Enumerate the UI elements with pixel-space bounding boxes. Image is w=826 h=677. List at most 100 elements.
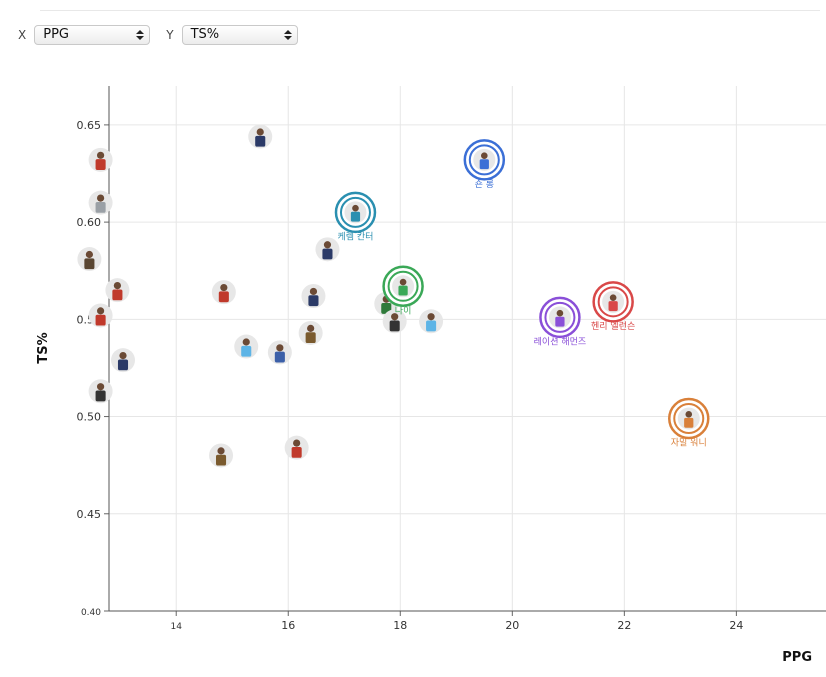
avatar-head bbox=[427, 313, 435, 321]
avatar-jersey bbox=[95, 390, 106, 402]
highlighted-player-point[interactable]: 레이션 해먼즈 bbox=[534, 296, 587, 348]
player-point[interactable] bbox=[88, 379, 113, 404]
player-point[interactable] bbox=[284, 435, 309, 460]
avatar-head bbox=[96, 151, 105, 159]
avatar-jersey bbox=[215, 454, 227, 466]
y-axis-title: TS% bbox=[36, 332, 51, 363]
avatar-head bbox=[556, 309, 564, 317]
player-name-label: 자밀 워니 bbox=[671, 437, 707, 449]
avatar-head bbox=[307, 324, 315, 332]
avatar-jersey bbox=[608, 301, 618, 312]
avatar-head bbox=[217, 447, 225, 455]
player-name-label: 케렘 칸터 bbox=[337, 230, 373, 242]
y-tick-label: 0.60 bbox=[77, 216, 102, 229]
avatar-jersey bbox=[218, 291, 229, 303]
axes: 14 16 18 20 22 240.400.450.500.550.600.65 bbox=[77, 86, 826, 632]
highlighted-player-point[interactable]: 숀 롱 bbox=[463, 139, 506, 190]
player-point[interactable] bbox=[77, 247, 102, 272]
avatar-head bbox=[609, 294, 617, 301]
player-point[interactable] bbox=[111, 348, 136, 373]
x-tick-label: 18 bbox=[393, 619, 407, 632]
top-divider bbox=[40, 10, 820, 11]
player-name-label: 숀 롱 bbox=[475, 179, 494, 190]
player-point[interactable] bbox=[419, 309, 444, 334]
avatar-jersey bbox=[255, 135, 266, 147]
highlighted-player-point[interactable]: 나이 bbox=[382, 265, 424, 317]
avatar-jersey bbox=[350, 211, 361, 222]
avatar-jersey bbox=[322, 248, 333, 260]
y-axis-select[interactable]: TS% bbox=[181, 25, 298, 45]
avatar-jersey bbox=[291, 446, 302, 458]
player-name-label: 레이션 해먼즈 bbox=[534, 336, 587, 347]
x-axis-select-value: PPG bbox=[43, 27, 69, 42]
y-tick-label: 0.45 bbox=[77, 508, 102, 521]
avatar-jersey bbox=[308, 295, 319, 307]
avatar-head bbox=[685, 411, 693, 418]
player-name-label: 헨리 엘런슨 bbox=[591, 320, 635, 332]
avatar-head bbox=[220, 283, 228, 292]
avatar-jersey bbox=[274, 351, 285, 363]
avatar-jersey bbox=[426, 320, 437, 332]
x-tick-label: 20 bbox=[505, 619, 519, 632]
avatar-head bbox=[323, 241, 332, 249]
player-point[interactable] bbox=[88, 147, 113, 172]
player-point[interactable] bbox=[315, 237, 340, 262]
player-point[interactable] bbox=[234, 334, 259, 359]
avatar-head bbox=[85, 250, 93, 259]
avatar-head bbox=[96, 383, 105, 391]
player-point[interactable] bbox=[88, 190, 113, 215]
avatar-jersey bbox=[398, 285, 408, 296]
x-axis-select[interactable]: PPG bbox=[34, 25, 151, 45]
axis-controls: X PPG Y TS% bbox=[18, 24, 314, 46]
y-tick-label: 0.50 bbox=[77, 411, 102, 424]
avatar-jersey bbox=[112, 289, 123, 301]
highlighted-player-point[interactable]: 케렘 칸터 bbox=[334, 191, 377, 243]
y-tick-label: 0.40 bbox=[81, 608, 101, 618]
avatar-jersey bbox=[389, 320, 400, 332]
player-point[interactable] bbox=[211, 280, 236, 305]
x-select-arrows-icon bbox=[136, 27, 145, 43]
x-tick-label: 22 bbox=[617, 619, 631, 632]
avatar-head bbox=[293, 439, 301, 447]
y-axis-tag: Y bbox=[166, 28, 174, 42]
avatar-head bbox=[96, 194, 105, 202]
avatar-jersey bbox=[95, 314, 106, 326]
x-tick-label: 16 bbox=[281, 619, 295, 632]
highlighted-player-point[interactable]: 헨리 엘런슨 bbox=[591, 281, 635, 332]
player-name-label: 나이 bbox=[395, 305, 412, 316]
player-point[interactable] bbox=[209, 443, 234, 468]
player-point[interactable] bbox=[301, 284, 326, 308]
avatar-jersey bbox=[84, 258, 95, 270]
avatar-head bbox=[309, 287, 318, 296]
avatar-head bbox=[242, 338, 250, 346]
player-point[interactable] bbox=[298, 320, 323, 345]
y-select-arrows-icon bbox=[283, 27, 292, 43]
y-tick-label: 0.65 bbox=[77, 119, 102, 132]
avatar-jersey bbox=[305, 332, 316, 344]
player-point[interactable] bbox=[105, 278, 130, 303]
avatar-head bbox=[113, 282, 122, 290]
x-tick-label: 24 bbox=[729, 619, 743, 632]
avatar-jersey bbox=[95, 201, 106, 213]
avatar-jersey bbox=[95, 159, 106, 170]
avatar-head bbox=[96, 307, 105, 315]
player-point[interactable] bbox=[267, 340, 292, 365]
y-axis-select-value: TS% bbox=[190, 27, 220, 42]
avatar-head bbox=[256, 128, 264, 136]
avatar-jersey bbox=[684, 417, 694, 428]
player-point[interactable] bbox=[88, 303, 113, 328]
avatar-head bbox=[481, 152, 488, 160]
player-point[interactable] bbox=[382, 309, 407, 334]
x-axis-tag: X bbox=[18, 28, 27, 42]
highlighted-player-point[interactable]: 자밀 워니 bbox=[668, 397, 710, 449]
avatar-jersey bbox=[241, 345, 252, 357]
avatar-head bbox=[399, 278, 407, 286]
x-tick-label: 14 bbox=[170, 622, 182, 632]
player-point[interactable] bbox=[248, 124, 273, 149]
avatar-head bbox=[276, 344, 284, 352]
avatar-head bbox=[119, 352, 127, 360]
avatar-head bbox=[352, 204, 359, 212]
x-axis-title: PPG bbox=[782, 650, 812, 665]
